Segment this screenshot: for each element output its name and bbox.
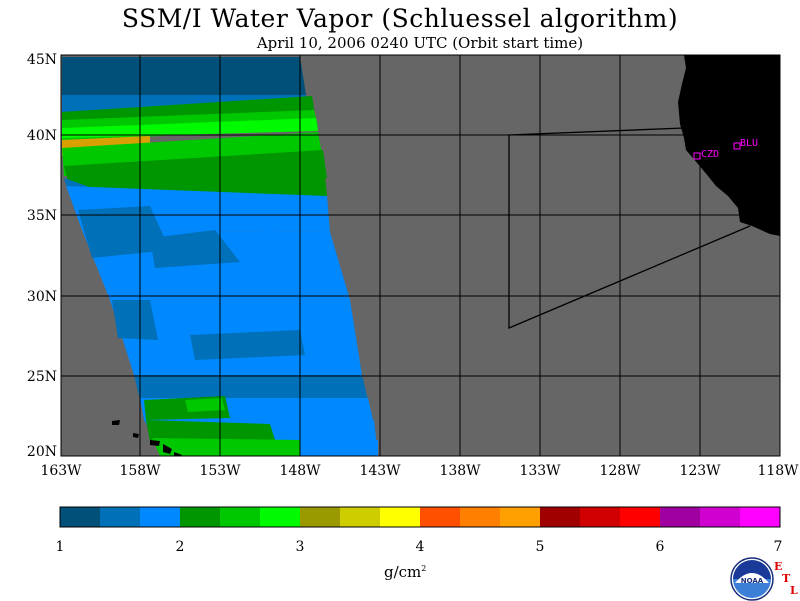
lat-label-35n: 35N [27,208,57,224]
station-czd-label: CZD [701,149,719,160]
color-swatch [100,507,141,527]
color-swatch [340,507,381,527]
color-scale-swatches [60,507,781,527]
station-czd-marker [693,152,701,160]
latitude-labels: 45N 40N 35N 30N 25N 20N [27,52,57,460]
scale-tick-2: 2 [176,539,185,555]
etl-letter-l: L [790,584,798,597]
lon-label-133w: 133W [519,463,561,479]
color-swatch [260,507,301,527]
color-scale-ticks: 1 2 3 4 5 6 7 [56,539,783,555]
lon-label-128w: 128W [599,463,641,479]
color-scale-bar: 1 2 3 4 5 6 7 [56,506,783,555]
station-blu-label: BLU [740,138,758,149]
color-swatch [380,507,421,527]
lon-label-153w: 153W [199,463,241,479]
color-swatch [60,507,101,527]
color-swatch [300,507,341,527]
scale-tick-7: 7 [774,539,783,555]
etl-logo: E T L [774,560,800,597]
color-swatch [140,507,181,527]
lon-label-163w: 163W [40,463,82,479]
lat-label-25n: 25N [27,369,57,385]
etl-letter-t: T [782,572,791,585]
color-swatch [420,507,461,527]
station-blu-marker [733,142,741,150]
noaa-logo-icon: NOAA [730,557,774,601]
lon-label-138w: 138W [439,463,481,479]
lat-label-30n: 30N [27,289,57,305]
color-swatch [620,507,661,527]
units-text: g/cm [384,563,422,581]
longitude-labels: 163W 158W 153W 148W 143W 138W 133W 128W … [40,463,799,479]
color-swatch [220,507,261,527]
color-swatch [460,507,501,527]
lat-label-40n: 40N [27,128,57,144]
color-swatch [540,507,581,527]
map-frame [60,54,781,457]
units-superscript: 2 [421,564,427,573]
color-swatch [580,507,621,527]
lon-label-148w: 148W [279,463,321,479]
units-label: g/cm2 [384,563,426,581]
map-subtitle: April 10, 2006 0240 UTC (Orbit start tim… [256,34,584,52]
color-scale-frame [59,506,781,528]
flight-track [508,127,751,329]
scale-tick-3: 3 [296,539,305,555]
scale-tick-6: 6 [656,539,665,555]
color-swatch [500,507,541,527]
scale-tick-1: 1 [56,539,65,555]
lon-label-158w: 158W [119,463,161,479]
satellite-swath [62,57,378,456]
grid-lines [61,55,780,456]
lon-label-143w: 143W [359,463,401,479]
lon-label-123w: 123W [679,463,721,479]
lat-label-20n: 20N [27,444,57,460]
map-title: SSM/I Water Vapor (Schluessel algorithm) [121,4,679,33]
scale-tick-4: 4 [416,539,425,555]
color-swatch [740,507,781,527]
scale-tick-5: 5 [536,539,545,555]
color-swatch [700,507,741,527]
color-swatch [180,507,221,527]
water-vapor-map: CZD BLU 45N 40N 35N 30N 25N 20N 163W 158… [27,52,799,479]
station-markers [693,142,741,160]
land-areas [112,55,780,456]
noaa-logo-text: NOAA [741,577,764,585]
lon-label-118w: 118W [757,463,799,479]
color-swatch [660,507,701,527]
etl-letter-e: E [774,560,783,573]
lat-label-45n: 45N [27,52,57,68]
